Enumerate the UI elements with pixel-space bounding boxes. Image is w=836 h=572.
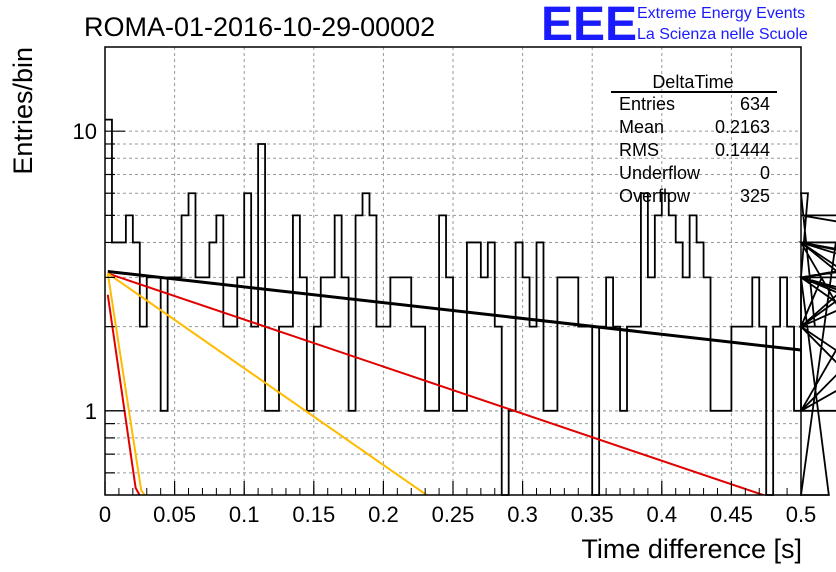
y-tick-label: 1	[85, 399, 97, 424]
x-tick-label: 0.1	[229, 502, 260, 527]
stats-box: DeltaTime Entries 634 Mean 0.2163 RMS 0.1444 U…	[611, 72, 777, 206]
x-tick-label: 0.3	[507, 502, 538, 527]
stats-label: RMS	[619, 140, 659, 160]
x-tick-label: 0.05	[153, 502, 196, 527]
x-tick-label: 0.2	[368, 502, 399, 527]
x-tick-label: 0	[99, 502, 111, 527]
stats-label: Entries	[619, 94, 675, 114]
y-tick-label: 10	[73, 119, 97, 144]
x-tick-label: 0.25	[432, 502, 475, 527]
fit-curve-2	[107, 272, 767, 495]
stats-value: 0.1444	[715, 140, 770, 160]
stats-value: 634	[740, 94, 770, 114]
fit-curves	[106, 269, 801, 495]
stats-label: Overflow	[619, 186, 691, 206]
x-tick-label: 0.35	[571, 502, 614, 527]
x-tick-label: 0.5	[786, 502, 817, 527]
stats-title: DeltaTime	[652, 72, 733, 92]
x-tick-label: 0.45	[710, 502, 753, 527]
stats-label: Mean	[619, 117, 664, 137]
stats-rows: Entries 634 Mean 0.2163 RMS 0.1444 Underflow 0 O…	[619, 94, 770, 206]
fit-curve-5	[106, 273, 146, 495]
axis-ticks: 0 0.05 0.1 0.15 0.2 0.25 0.3 0.35 0.4 0.45 0.5 1 10	[73, 119, 817, 527]
stats-value: 0	[760, 163, 770, 183]
stats-value: 0.2163	[715, 117, 770, 137]
eee-logo: EEE	[541, 0, 637, 51]
org-subtitle: La Scienza nelle Scuole	[637, 26, 808, 43]
x-tick-label: 0.15	[292, 502, 335, 527]
y-axis-title: Entries/bin	[8, 47, 38, 175]
stats-label: Underflow	[619, 163, 701, 183]
org-name: Extreme Energy Events	[637, 5, 805, 22]
stats-value: 325	[740, 186, 770, 206]
x-axis-title: Time difference [s]	[581, 534, 802, 564]
histogram	[105, 118, 836, 496]
histogram-outline	[105, 118, 836, 496]
fit-curve-3	[107, 272, 429, 495]
fit-curve-1	[107, 269, 801, 352]
run-title: ROMA-01-2016-10-29-00002	[84, 12, 435, 42]
fit-curve-4	[106, 294, 141, 495]
x-tick-label: 0.4	[647, 502, 678, 527]
